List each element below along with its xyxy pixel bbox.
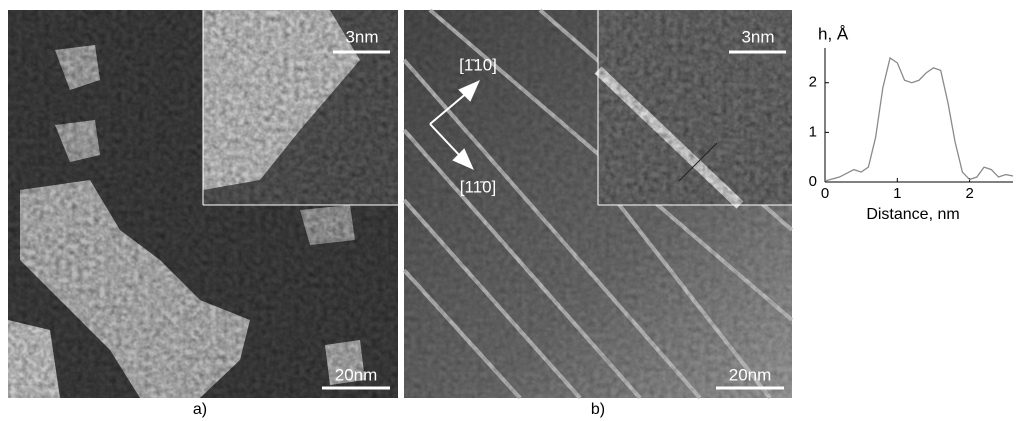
- panel-label: a): [193, 401, 207, 418]
- direction-label: [11̄0]: [460, 177, 497, 196]
- scale-label: 20nm: [729, 365, 772, 384]
- stm-image-a: 3nm 20nm: [8, 10, 398, 398]
- profile-chart: h, Å Distance, nm 0 1 2 0 1 2: [809, 24, 1013, 223]
- scale-label: 20nm: [335, 365, 378, 384]
- profile-line: [825, 58, 1013, 181]
- inset-scale-label: 3nm: [741, 27, 774, 46]
- stm-image-b: [1̄10] [11̄0] 3nm 20nm: [404, 10, 792, 398]
- y-tick-label: 1: [809, 123, 817, 140]
- figure: 3nm 20nm a) [1̄10] [11̄0]: [0, 0, 1018, 421]
- direction-label: [1̄10]: [459, 55, 497, 74]
- inset-scale-label: 3nm: [345, 27, 378, 46]
- x-tick-label: 1: [893, 185, 901, 202]
- y-axis-title: h, Å: [818, 24, 849, 43]
- y-tick-label: 0: [809, 173, 817, 190]
- x-tick-label: 0: [821, 185, 829, 202]
- panel-label: b): [591, 401, 605, 418]
- x-axis-title: Distance, nm: [866, 206, 959, 223]
- x-tick-label: 2: [965, 185, 973, 202]
- y-tick-label: 2: [809, 74, 817, 91]
